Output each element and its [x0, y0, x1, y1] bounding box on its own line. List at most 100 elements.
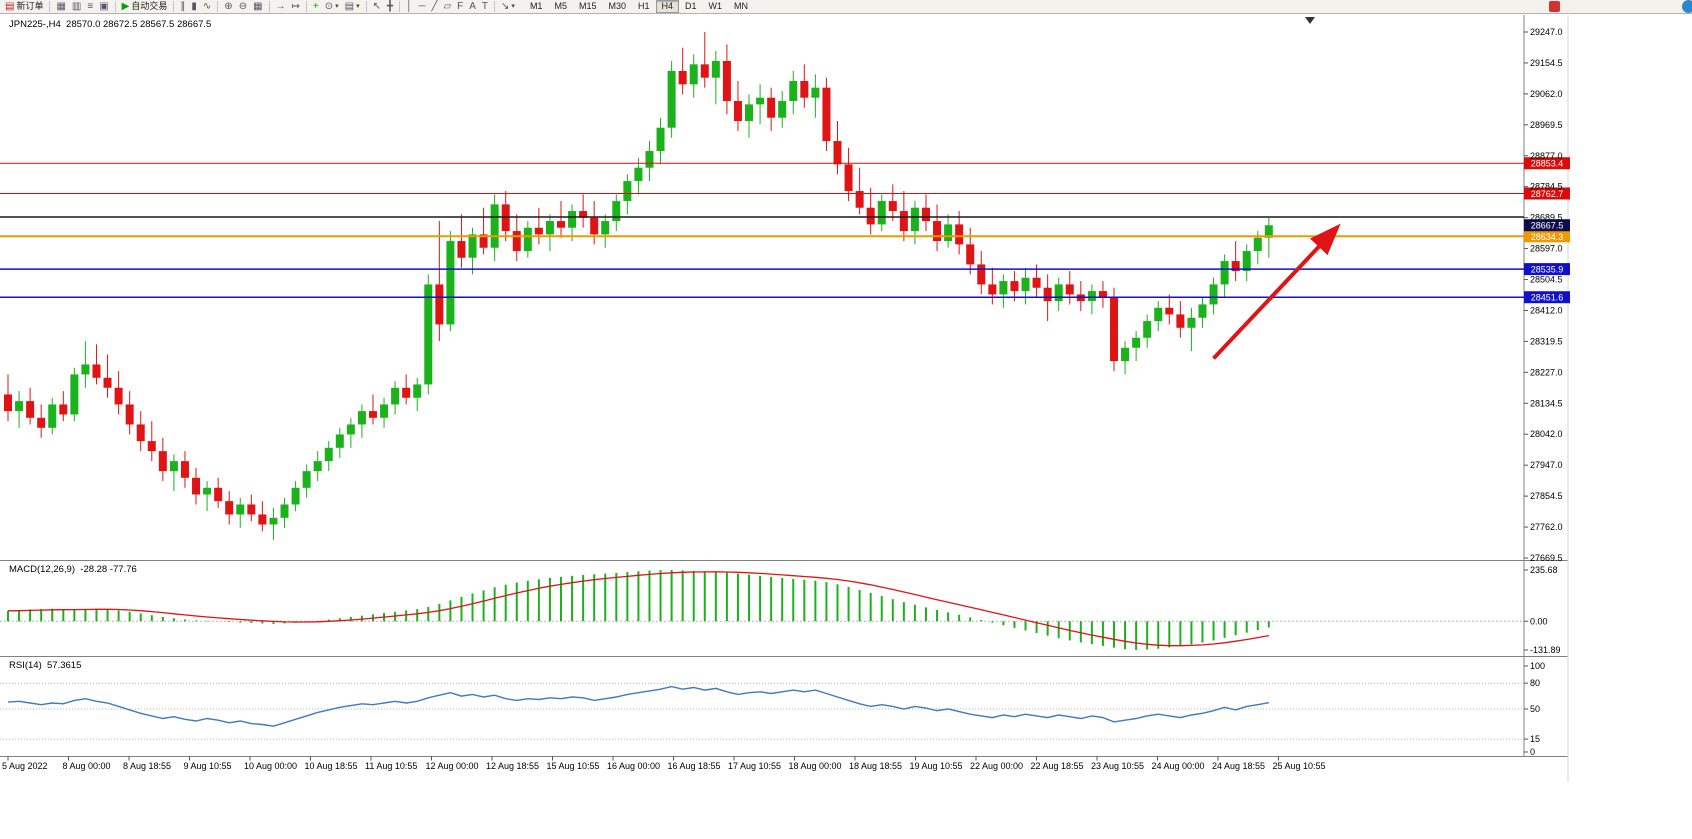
svg-text:22 Aug 00:00: 22 Aug 00:00 [970, 761, 1023, 771]
symbol-period-label: JPN225-,H4 [9, 19, 61, 30]
zoom-in-button[interactable]: ⊕ [221, 0, 235, 13]
chart-shift-marker[interactable] [1305, 17, 1315, 24]
svg-text:28877.0: 28877.0 [1530, 151, 1563, 161]
time-axis[interactable]: 5 Aug 2022 8 Aug 00:00 8 Aug 18:55 9 Aug 10… [2, 756, 1326, 772]
timeframe-m15-button[interactable]: M15 [573, 0, 603, 13]
indicators-button[interactable]: + [310, 0, 322, 13]
tile-windows-button[interactable]: ▦ [250, 0, 265, 13]
cursor-button[interactable]: ↖ [370, 0, 384, 13]
periods-button[interactable]: ⊙ ▾ [322, 0, 342, 13]
svg-text:28597.0: 28597.0 [1530, 244, 1563, 254]
terminal-button[interactable]: ▣ [96, 0, 111, 13]
equidistant-channel-button[interactable]: ▱ [440, 0, 454, 13]
svg-text:16 Aug 18:55: 16 Aug 18:55 [668, 761, 721, 771]
toolbar-separator [173, 1, 175, 12]
navigator-button[interactable]: ≡ [84, 0, 96, 13]
svg-text:15 Aug 10:55: 15 Aug 10:55 [547, 761, 600, 771]
templates-button[interactable]: ▤ ▾ [342, 0, 363, 13]
new-order-button-label: 新订单 [16, 1, 44, 11]
new-order-button[interactable]: ▤ 新订单 [2, 0, 46, 13]
svg-text:8 Aug 18:55: 8 Aug 18:55 [123, 761, 171, 771]
timeframe-m30-button[interactable]: M30 [602, 0, 632, 13]
svg-text:5 Aug 2022: 5 Aug 2022 [2, 761, 48, 771]
alert-icon[interactable] [1549, 1, 1560, 12]
svg-text:8 Aug 00:00: 8 Aug 00:00 [63, 761, 111, 771]
svg-text:50: 50 [1530, 704, 1540, 714]
text-label-button[interactable]: T [479, 0, 491, 13]
timeframe-d1-button[interactable]: D1 [679, 0, 703, 13]
horizontal-line-icon: ─ [418, 0, 426, 12]
svg-text:27854.5: 27854.5 [1530, 491, 1563, 501]
trend-arrow-annotation[interactable] [1212, 223, 1341, 360]
community-icon[interactable] [1682, 0, 1692, 13]
text-button[interactable]: A [466, 0, 479, 13]
svg-text:28451.6: 28451.6 [1531, 293, 1564, 303]
clock-icon: ⊙ [324, 0, 334, 12]
zoom-out-icon: ⊖ [238, 0, 248, 12]
vertical-line-button[interactable]: │ [403, 0, 415, 13]
template-icon: ▤ [344, 0, 355, 12]
list-icon: ≡ [87, 0, 94, 12]
auto-scroll-button[interactable]: → [273, 0, 289, 13]
svg-text:28227.0: 28227.0 [1530, 367, 1563, 377]
line-chart-button[interactable]: ∿ [200, 0, 214, 13]
macd-values: -28.28 -77.76 [80, 564, 137, 575]
svg-text:25 Aug 10:55: 25 Aug 10:55 [1273, 761, 1326, 771]
chart-shift-icon: ↦ [291, 0, 300, 12]
timeframe-h1-button[interactable]: H1 [632, 0, 656, 13]
arrows-button[interactable]: ↘ ▾ [498, 0, 518, 13]
timeframe-w1-button[interactable]: W1 [703, 0, 729, 13]
svg-text:28762.7: 28762.7 [1531, 189, 1564, 199]
horizontal-line-button[interactable]: ─ [415, 0, 428, 13]
autotrading-button[interactable]: ▶ 自动交易 [119, 0, 171, 13]
tile-icon: ▦ [253, 0, 263, 12]
svg-text:22 Aug 18:55: 22 Aug 18:55 [1031, 761, 1084, 771]
svg-text:28784.5: 28784.5 [1530, 182, 1563, 192]
dropdown-arrow-icon: ▾ [335, 3, 339, 10]
svg-text:12 Aug 18:55: 12 Aug 18:55 [486, 761, 539, 771]
toolbar-separator [268, 1, 270, 12]
toolbar-separator [114, 1, 116, 12]
svg-text:28969.5: 28969.5 [1530, 120, 1563, 130]
rsi-indicator-label: RSI(14) 57.3615 [9, 660, 81, 671]
vertical-line-icon: │ [406, 0, 413, 12]
label-icon: T [481, 0, 489, 12]
svg-text:19 Aug 10:55: 19 Aug 10:55 [910, 761, 963, 771]
data-window-button[interactable]: ▥ [69, 0, 84, 13]
toolbar-separator [365, 1, 367, 12]
candles-group [4, 32, 1273, 541]
crosshair-icon: ╋ [387, 0, 394, 12]
svg-text:100: 100 [1530, 661, 1545, 671]
chart-shift-button[interactable]: ↦ [289, 0, 303, 13]
ohlc-values: 28570.0 28672.5 28567.5 28667.5 [66, 19, 212, 30]
svg-text:18 Aug 18:55: 18 Aug 18:55 [849, 761, 902, 771]
svg-text:28504.5: 28504.5 [1530, 275, 1563, 285]
price-axis[interactable]: 29247.0 29154.5 29062.0 28969.5 28877.0 28784… [1524, 27, 1563, 563]
zoom-out-button[interactable]: ⊖ [236, 0, 250, 13]
timeframe-h4-button[interactable]: H4 [655, 0, 680, 13]
svg-text:23 Aug 10:55: 23 Aug 10:55 [1091, 761, 1144, 771]
svg-text:16 Aug 00:00: 16 Aug 00:00 [607, 761, 660, 771]
svg-text:9 Aug 10:55: 9 Aug 10:55 [184, 761, 232, 771]
svg-text:24 Aug 00:00: 24 Aug 00:00 [1152, 761, 1205, 771]
timeframe-m1-button[interactable]: M1 [524, 0, 549, 13]
candlestick-chart-button[interactable]: ▮ [188, 0, 200, 13]
new-order-icon: ▤ [5, 0, 15, 12]
horizontal-line-objects[interactable] [0, 162, 1524, 298]
timeframe-mn-button[interactable]: MN [728, 0, 754, 13]
crosshair-button[interactable]: ╋ [384, 0, 396, 13]
trendline-button[interactable]: ╱ [428, 0, 440, 13]
svg-text:27947.0: 27947.0 [1530, 460, 1563, 470]
arrow-style-icon: ↘ [501, 0, 510, 12]
timeframe-m5-button[interactable]: M5 [548, 0, 573, 13]
bar-chart-button[interactable]: ∥ [177, 0, 188, 13]
svg-text:29062.0: 29062.0 [1530, 89, 1563, 99]
market-watch-button[interactable]: ▦ [53, 0, 68, 13]
toolbar-separator [399, 1, 401, 12]
fibonacci-button[interactable]: F [454, 0, 466, 13]
svg-text:28634.3: 28634.3 [1531, 232, 1564, 242]
rsi-line [7, 685, 1269, 727]
macd-indicator-label: MACD(12,26,9) -28.28 -77.76 [9, 564, 137, 575]
